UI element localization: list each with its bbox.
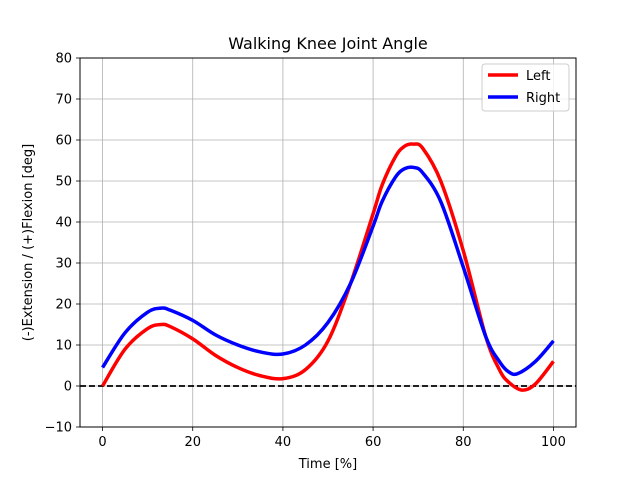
y-tick-label: −10 [45,421,72,436]
x-tick-label: 80 [455,435,472,450]
series-line-right [101,165,555,377]
grid [80,57,576,428]
x-tick-label: 100 [541,435,566,450]
y-tick-label: 60 [55,134,72,149]
x-axis-ticks: 0 20 40 60 80 100 [98,427,566,450]
y-tick-label: 40 [55,216,72,231]
y-tick-label: 70 [55,93,72,108]
x-axis-label: Time [%] [298,457,357,472]
series-line-left [101,142,555,392]
chart-title: Walking Knee Joint Angle [228,34,428,53]
y-tick-label: 30 [55,257,72,272]
y-axis-label: (-)Extension / (+)Flexion [deg] [21,144,36,341]
x-tick-label: 60 [365,435,382,450]
legend-label-right: Right [526,91,560,106]
y-tick-label: 10 [55,339,72,354]
y-tick-label: 0 [64,380,72,395]
plot-frame [79,57,577,428]
series-layer [101,142,555,392]
y-tick-label: 50 [55,175,72,190]
legend-label-left: Left [526,69,550,84]
y-tick-label: 80 [55,52,72,67]
x-tick-label: 0 [98,435,106,450]
legend: Left Right [481,63,570,112]
y-axis-ticks: −10 0 10 20 30 40 50 60 70 80 [45,52,80,436]
y-tick-label: 20 [55,298,72,313]
x-tick-label: 40 [275,435,292,450]
x-tick-label: 20 [184,435,201,450]
